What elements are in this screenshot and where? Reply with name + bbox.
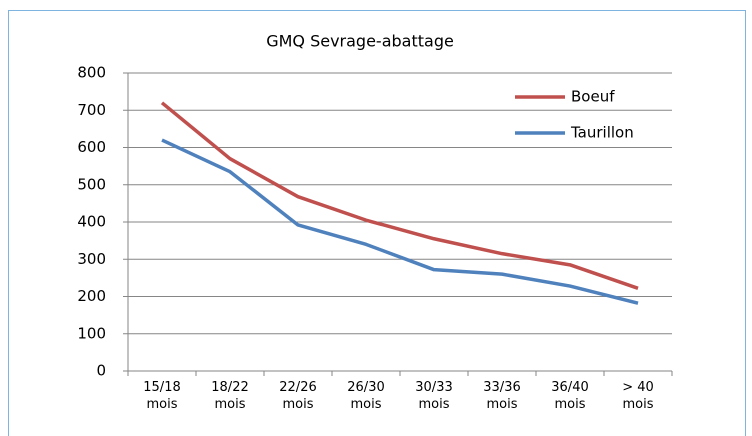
y-tick-label: 100 <box>77 324 106 342</box>
x-tick-label: 33/36 mois <box>483 380 521 412</box>
line-series <box>160 101 639 290</box>
legend-label: Boeuf <box>571 88 615 106</box>
x-tick-label: 22/26 mois <box>279 380 317 412</box>
y-tick-label: 800 <box>77 64 106 82</box>
chart-title: GMQ Sevrage-abattage <box>266 32 454 51</box>
x-tick-label: 26/30 mois <box>347 380 385 412</box>
x-tick-label: > 40 mois <box>622 380 654 412</box>
x-tick-label: 30/33 mois <box>415 380 453 412</box>
y-tick-label: 300 <box>77 250 106 268</box>
y-tick-label: 500 <box>77 175 106 193</box>
y-tick-label: 600 <box>77 138 106 156</box>
y-tick-label: 400 <box>77 213 106 231</box>
y-tick-label: 700 <box>77 101 106 119</box>
y-tick-label: 200 <box>77 287 106 305</box>
x-tick-label: 15/18 mois <box>143 380 181 412</box>
x-tick-label: 36/40 mois <box>551 380 589 412</box>
legend-label: Taurillon <box>570 124 634 142</box>
line-series <box>161 138 639 305</box>
y-tick-label: 0 <box>96 362 106 380</box>
x-tick-label: 18/22 mois <box>211 380 249 412</box>
